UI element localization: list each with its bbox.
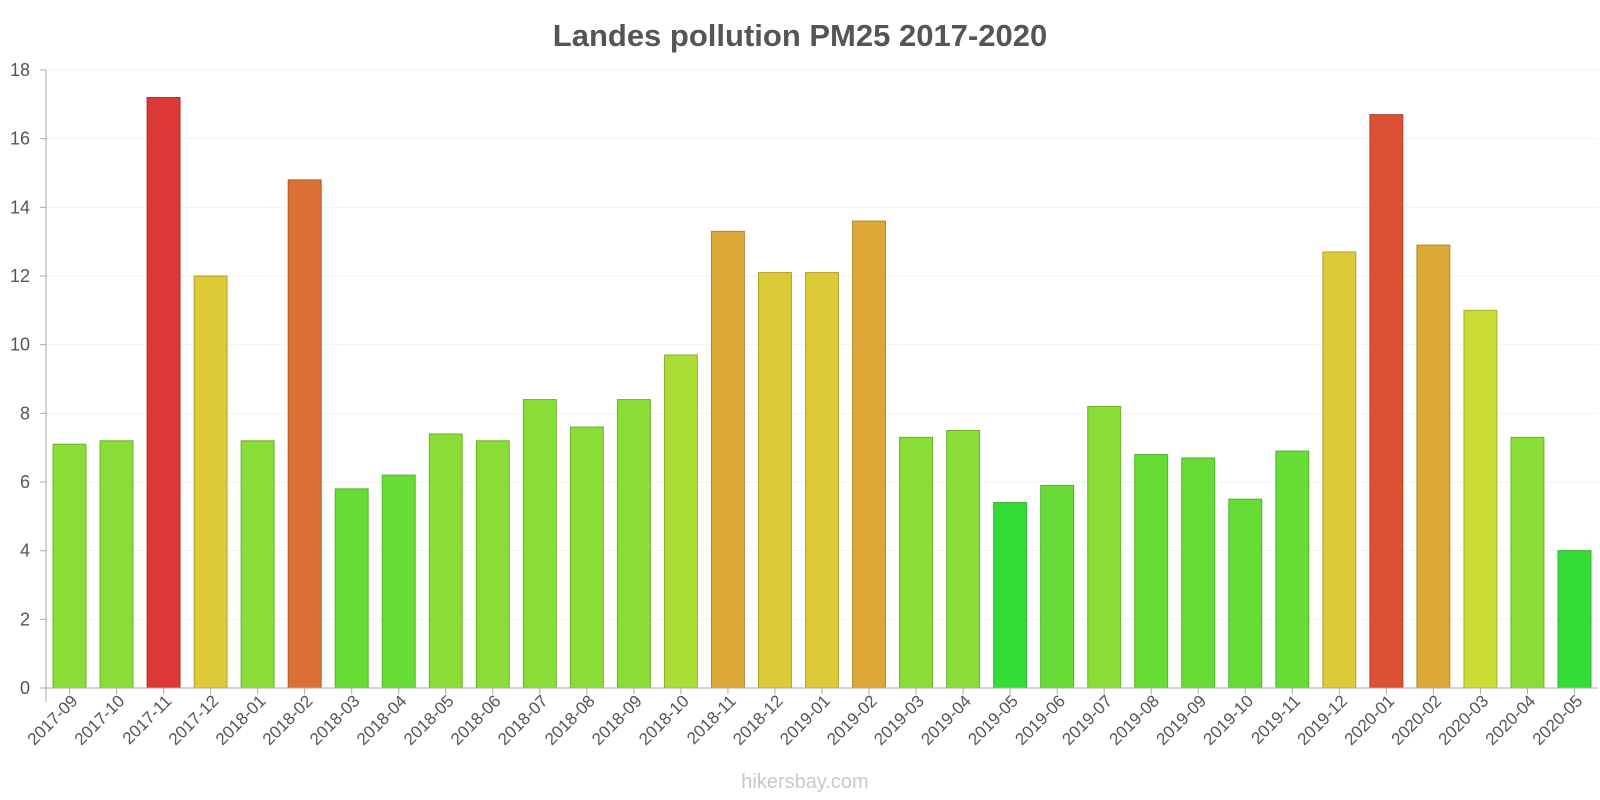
bar-2018-08: [569, 426, 604, 689]
x-tick-label: 2018-02: [259, 691, 317, 749]
watermark: hikersbay.com: [741, 771, 868, 793]
x-tick-label: 2019-10: [1200, 691, 1258, 749]
bar-2017-12: [193, 275, 228, 689]
x-tick-label: 2020-01: [1341, 691, 1399, 749]
x-tick-label: 2017-10: [71, 691, 129, 749]
x-tick-label: 2018-06: [447, 691, 505, 749]
x-tick-label: 2019-03: [870, 691, 928, 749]
bar-2018-04: [381, 474, 416, 689]
bar-2019-02: [852, 220, 886, 689]
bar-2020-01: [1369, 114, 1404, 689]
bar-2019-08: [1134, 454, 1169, 689]
bar-2018-07: [522, 399, 557, 689]
x-tick-label: 2018-07: [494, 691, 552, 749]
x-tick-label: 2019-08: [1105, 691, 1163, 749]
bar-2018-10: [663, 354, 698, 689]
x-tick-label: 2017-12: [165, 691, 223, 749]
y-tick-label: 2: [20, 609, 30, 629]
bar-2019-07: [1087, 405, 1122, 689]
x-tick-label: 2018-10: [635, 691, 693, 749]
x-tick-label: 2020-04: [1482, 691, 1540, 749]
x-tick-label: 2017-11: [119, 691, 176, 748]
bar-2018-03: [334, 488, 369, 689]
bar-2019-12: [1322, 251, 1357, 689]
y-tick-label: 16: [10, 129, 30, 149]
bar-2020-04: [1510, 436, 1545, 689]
bar-2017-10: [99, 440, 134, 689]
x-tick-label: 2018-04: [353, 691, 411, 749]
x-tick-label: 2019-01: [776, 691, 834, 749]
bar-2018-12: [758, 272, 792, 689]
x-tick-label: 2019-02: [823, 691, 881, 749]
y-tick-label: 14: [10, 197, 30, 217]
x-tick-label: 2019-06: [1011, 691, 1069, 749]
y-tick-label: 10: [10, 335, 30, 355]
bar-2019-04: [946, 430, 981, 689]
x-axis-ticks: 2017-092017-102017-112017-122018-012018-…: [24, 688, 1587, 749]
bar-2019-03: [899, 436, 934, 689]
x-tick-label: 2018-08: [541, 691, 599, 749]
bar-2019-11: [1275, 450, 1310, 689]
x-tick-label: 2018-09: [588, 691, 646, 749]
x-tick-label: 2019-07: [1058, 691, 1116, 749]
x-tick-label: 2019-11: [1247, 691, 1304, 748]
y-tick-label: 8: [20, 403, 30, 423]
x-tick-label: 2019-12: [1294, 691, 1352, 749]
bar-2018-11: [710, 230, 745, 689]
x-tick-label: 2018-11: [683, 691, 740, 748]
bar-2018-06: [475, 440, 510, 689]
bars: [52, 96, 1592, 689]
x-tick-label: 2018-05: [400, 691, 458, 749]
y-tick-label: 0: [20, 678, 30, 698]
x-tick-label: 2017-09: [24, 691, 82, 749]
bar-2019-06: [1040, 484, 1075, 689]
bar-2017-11: [146, 96, 181, 689]
bar-2019-09: [1181, 457, 1216, 689]
bar-2019-01: [805, 272, 839, 689]
bar-2020-03: [1463, 309, 1498, 689]
y-tick-label: 18: [10, 60, 30, 80]
bar-2019-10: [1228, 498, 1263, 689]
bar-2017-09: [52, 443, 87, 689]
y-tick-label: 12: [10, 266, 30, 286]
x-tick-label: 2020-03: [1435, 691, 1493, 749]
bar-2020-02: [1416, 244, 1451, 689]
x-tick-label: 2019-04: [917, 691, 975, 749]
bar-2020-05: [1557, 550, 1592, 689]
x-tick-label: 2018-01: [212, 691, 270, 749]
chart-title: Landes pollution PM25 2017-2020: [553, 18, 1047, 53]
x-tick-label: 2020-05: [1529, 691, 1587, 749]
x-tick-label: 2018-03: [306, 691, 364, 749]
x-tick-label: 2020-02: [1388, 691, 1446, 749]
bar-2018-02: [287, 179, 322, 689]
bar-2019-05: [993, 502, 1028, 689]
bar-2018-05: [428, 433, 463, 689]
y-axis-ticks: 0 2 4 6 8 10 12 14 16 18: [10, 60, 46, 698]
x-tick-label: 2019-09: [1153, 691, 1211, 749]
bar-2018-01: [240, 440, 275, 689]
x-tick-label: 2019-05: [964, 691, 1022, 749]
y-tick-label: 6: [20, 472, 30, 492]
bar-2018-09: [616, 399, 651, 689]
x-tick-label: 2018-12: [729, 691, 787, 749]
y-tick-label: 4: [20, 541, 30, 561]
